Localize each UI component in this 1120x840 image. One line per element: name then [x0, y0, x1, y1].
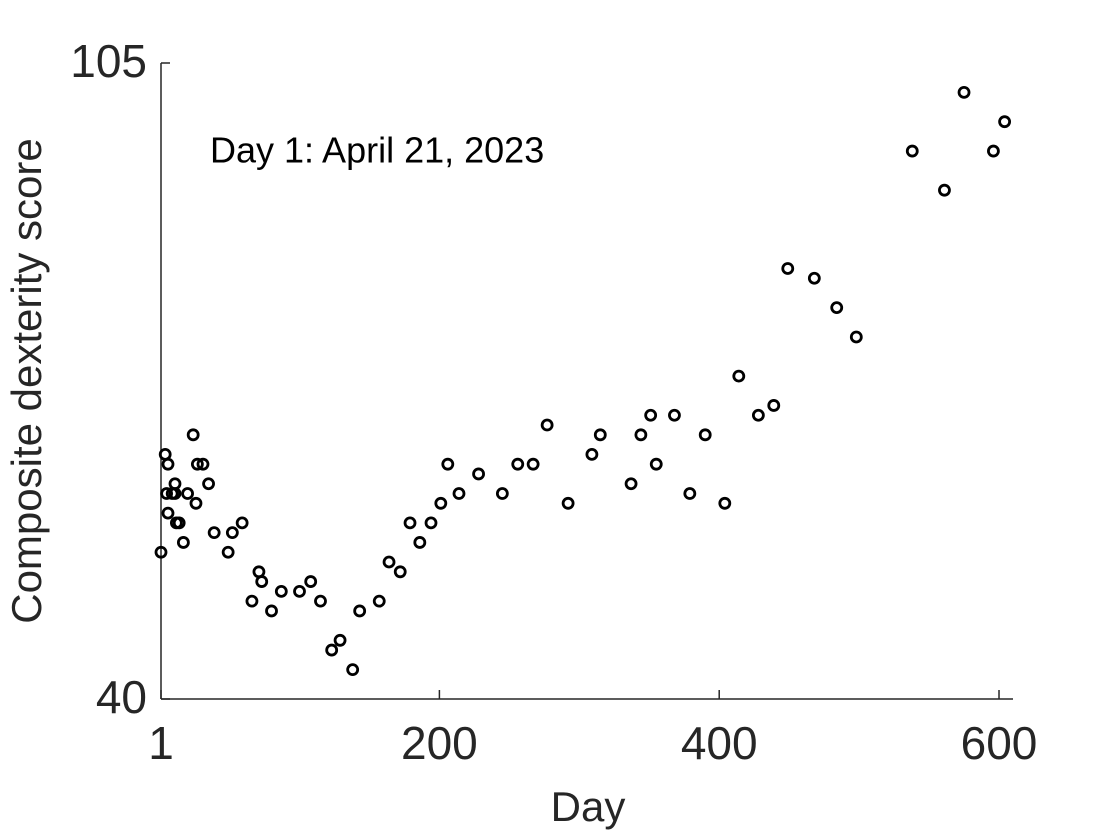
data-point — [751, 408, 765, 422]
data-point — [957, 85, 971, 99]
data-point — [413, 536, 427, 549]
data-point — [511, 457, 525, 471]
data-point — [325, 643, 339, 657]
data-point — [424, 516, 438, 530]
data-point — [353, 604, 367, 618]
data-point — [202, 477, 215, 491]
data-point — [452, 487, 466, 500]
data-point — [624, 477, 638, 491]
data-point — [181, 487, 194, 500]
data-point — [160, 487, 173, 500]
data-point — [235, 516, 249, 530]
data-point — [196, 457, 210, 471]
data-point — [172, 516, 186, 530]
data-point — [434, 496, 448, 510]
data-point — [644, 408, 658, 422]
data-point — [526, 457, 540, 471]
data-point — [698, 428, 712, 442]
data-point — [245, 594, 259, 608]
y-tick-label: 40 — [96, 671, 147, 723]
data-point — [905, 144, 919, 158]
data-point — [221, 545, 235, 559]
data-point — [987, 144, 1000, 158]
data-point — [585, 447, 599, 461]
annotation: Day 1: April 21, 2023 — [210, 130, 544, 171]
data-point — [225, 526, 239, 540]
data-point — [382, 555, 396, 569]
y-tick-label: 105 — [70, 35, 147, 87]
data-point — [781, 262, 795, 275]
x-tick-label: 1 — [148, 717, 174, 769]
data-point — [634, 428, 648, 442]
data-point — [472, 467, 485, 481]
data-point — [186, 428, 200, 442]
data-point — [441, 457, 455, 471]
data-point — [265, 604, 278, 618]
data-point — [495, 487, 509, 500]
data-point — [593, 428, 607, 442]
data-point — [393, 565, 407, 579]
data-point — [683, 487, 697, 500]
x-tick-label: 600 — [961, 717, 1038, 769]
data-point — [849, 330, 863, 344]
x-tick-label: 200 — [401, 717, 478, 769]
data-point — [540, 418, 554, 432]
data-point — [767, 399, 781, 412]
data-point — [274, 584, 288, 598]
data-point — [403, 516, 417, 530]
data-point — [190, 457, 204, 471]
data-point — [372, 594, 386, 608]
data-point — [807, 271, 821, 285]
data-point — [668, 408, 681, 422]
data-point — [333, 633, 347, 647]
data-point — [189, 496, 203, 510]
x-tick-label: 400 — [681, 717, 758, 769]
data-point — [293, 584, 306, 598]
data-point — [938, 183, 951, 197]
data-point — [168, 487, 182, 500]
data-point — [314, 594, 327, 608]
data-point — [161, 457, 175, 471]
data-point — [998, 115, 1012, 129]
y-axis-label: Composite dexterity score — [3, 138, 50, 624]
data-point — [561, 496, 575, 510]
data-point — [649, 457, 663, 471]
data-point — [718, 496, 732, 510]
data-point — [176, 536, 190, 549]
data-point — [207, 526, 221, 540]
data-point — [255, 575, 269, 588]
data-point — [732, 369, 746, 383]
data-point — [346, 663, 360, 677]
data-point — [154, 545, 168, 559]
data-point — [830, 301, 844, 315]
data-point — [304, 575, 318, 588]
x-axis-label: Day — [551, 783, 626, 830]
data-point — [161, 506, 175, 520]
